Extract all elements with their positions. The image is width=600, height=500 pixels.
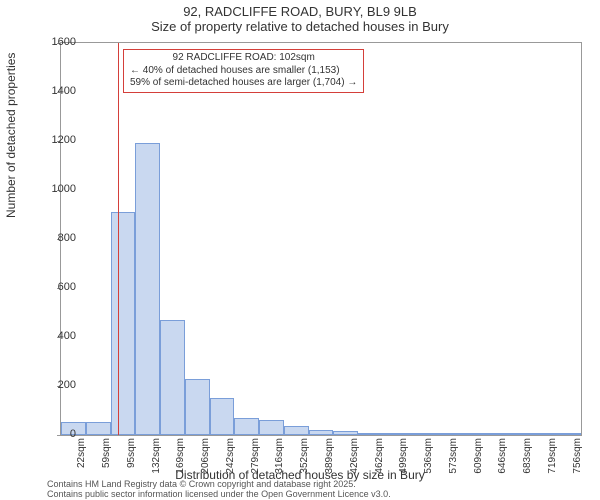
reference-line xyxy=(118,43,119,435)
plot-area: 92 RADCLIFFE ROAD: 102sqm← 40% of detach… xyxy=(60,42,582,436)
histogram-bar xyxy=(507,433,532,435)
xtick-label: 242sqm xyxy=(225,438,236,474)
histogram-bar xyxy=(531,433,556,435)
histogram-bar xyxy=(358,433,383,435)
histogram-bar xyxy=(185,379,210,435)
histogram-bar xyxy=(284,426,309,435)
xtick-label: 573sqm xyxy=(448,438,459,474)
chart-container: 92, RADCLIFFE ROAD, BURY, BL9 9LB Size o… xyxy=(0,0,600,500)
xtick-label: 646sqm xyxy=(497,438,508,474)
y-axis-label: Number of detached properties xyxy=(4,53,18,218)
histogram-bar xyxy=(383,433,408,435)
xtick-label: 316sqm xyxy=(274,438,285,474)
ytick-label: 800 xyxy=(58,232,76,244)
ytick-label: 1400 xyxy=(52,85,76,97)
annotation-box: 92 RADCLIFFE ROAD: 102sqm← 40% of detach… xyxy=(123,49,364,93)
histogram-bar xyxy=(309,430,334,435)
xtick-label: 169sqm xyxy=(175,438,186,474)
xtick-label: 95sqm xyxy=(126,438,137,468)
footer-line2: Contains public sector information licen… xyxy=(47,490,391,500)
xtick-label: 59sqm xyxy=(101,438,112,468)
xtick-label: 756sqm xyxy=(572,438,583,474)
xtick-label: 132sqm xyxy=(151,438,162,474)
xtick-label: 536sqm xyxy=(423,438,434,474)
xtick-label: 609sqm xyxy=(473,438,484,474)
annotation-line: 92 RADCLIFFE ROAD: 102sqm xyxy=(130,52,357,65)
chart-subtitle: Size of property relative to detached ho… xyxy=(0,19,600,34)
histogram-bar xyxy=(86,422,111,435)
histogram-bar xyxy=(457,433,482,435)
xtick-label: 206sqm xyxy=(200,438,211,474)
histogram-bar xyxy=(135,143,160,435)
xtick-label: 426sqm xyxy=(349,438,360,474)
histogram-bar xyxy=(111,212,136,435)
histogram-bar xyxy=(408,433,433,435)
xtick-label: 352sqm xyxy=(299,438,310,474)
footer-attribution: Contains HM Land Registry data © Crown c… xyxy=(47,480,391,500)
title-block: 92, RADCLIFFE ROAD, BURY, BL9 9LB Size o… xyxy=(0,0,600,34)
xtick-label: 499sqm xyxy=(398,438,409,474)
histogram-bar xyxy=(432,433,457,435)
xtick-label: 389sqm xyxy=(324,438,335,474)
annotation-line: ← 40% of detached houses are smaller (1,… xyxy=(130,65,357,78)
histogram-bar xyxy=(160,320,185,435)
ytick-label: 400 xyxy=(58,330,76,342)
ytick-label: 600 xyxy=(58,281,76,293)
xtick-label: 22sqm xyxy=(76,438,87,468)
histogram-bar xyxy=(482,433,507,435)
histogram-bar xyxy=(333,431,358,435)
histogram-bar xyxy=(234,418,259,435)
histogram-bar xyxy=(259,420,284,435)
xtick-label: 279sqm xyxy=(250,438,261,474)
ytick-label: 1600 xyxy=(52,36,76,48)
histogram-bar xyxy=(556,433,581,435)
annotation-line: 59% of semi-detached houses are larger (… xyxy=(130,77,357,90)
ytick-mark xyxy=(57,435,61,436)
xtick-label: 683sqm xyxy=(522,438,533,474)
xtick-label: 462sqm xyxy=(374,438,385,474)
xtick-label: 719sqm xyxy=(547,438,558,474)
ytick-label: 1000 xyxy=(52,183,76,195)
histogram-bar xyxy=(210,398,235,435)
ytick-label: 1200 xyxy=(52,134,76,146)
ytick-label: 200 xyxy=(58,379,76,391)
chart-title: 92, RADCLIFFE ROAD, BURY, BL9 9LB xyxy=(0,4,600,19)
